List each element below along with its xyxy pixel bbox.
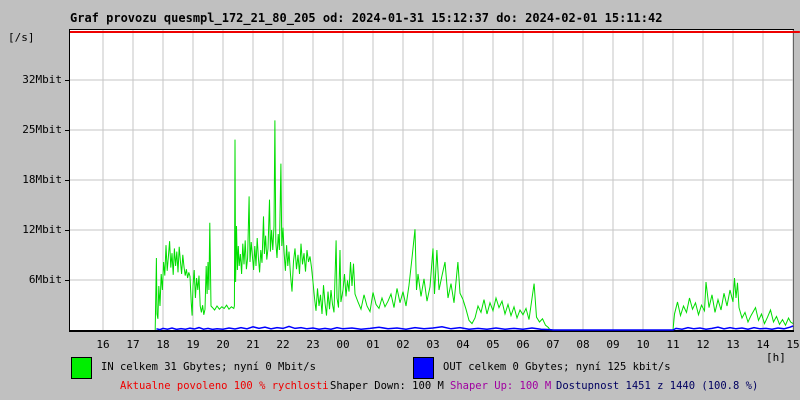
x-axis-label: 11 bbox=[666, 338, 680, 351]
in-legend-swatch bbox=[71, 357, 92, 379]
x-axis-label: 01 bbox=[366, 338, 380, 351]
x-axis-label: 00 bbox=[336, 338, 350, 351]
out-legend-swatch bbox=[413, 357, 434, 379]
x-axis-label: 07 bbox=[546, 338, 560, 351]
y-axis-tick-mark bbox=[65, 80, 70, 81]
x-axis-label: 12 bbox=[696, 338, 710, 351]
x-axis-label: 17 bbox=[126, 338, 140, 351]
y-axis-label: 12Mbit bbox=[22, 223, 62, 236]
y-axis-tick-mark bbox=[65, 130, 70, 131]
x-axis-label: 14 bbox=[756, 338, 770, 351]
x-axis-label: 04 bbox=[456, 338, 470, 351]
in-legend-label: IN celkem 31 Gbytes; nyní 0 Mbit/s bbox=[101, 361, 316, 373]
x-axis-label: 09 bbox=[606, 338, 620, 351]
availability-label: Dostupnost 1451 z 1440 (100.8 %) bbox=[556, 380, 759, 392]
x-axis-label: 03 bbox=[426, 338, 440, 351]
x-axis-label: 16 bbox=[96, 338, 110, 351]
in-series-line bbox=[154, 120, 794, 331]
x-axis-label: 21 bbox=[246, 338, 260, 351]
x-axis-label: 08 bbox=[576, 338, 590, 351]
x-axis-label: 23 bbox=[306, 338, 320, 351]
x-axis-label: 10 bbox=[636, 338, 650, 351]
shaper-down-label: Shaper Down: 100 M bbox=[330, 380, 444, 392]
out-legend-label: OUT celkem 0 Gbytes; nyní 125 kbit/s bbox=[443, 361, 671, 373]
x-axis-label: 22 bbox=[276, 338, 290, 351]
plot-area bbox=[69, 29, 800, 332]
x-axis-label: 02 bbox=[396, 338, 410, 351]
out-series-line bbox=[156, 325, 794, 331]
traffic-chart-svg bbox=[70, 30, 800, 331]
x-axis-label: 13 bbox=[726, 338, 740, 351]
shaper-up-label: Shaper Up: 100 M bbox=[450, 380, 552, 392]
y-axis-tick-mark bbox=[65, 280, 70, 281]
y-axis-unit-label: [/s] bbox=[8, 31, 35, 44]
allowed-speed-label: Aktualne povoleno 100 % rychlosti bbox=[120, 380, 329, 392]
x-axis-label: 15 bbox=[786, 338, 800, 351]
x-axis-label: 19 bbox=[186, 338, 200, 351]
x-axis-label: 05 bbox=[486, 338, 500, 351]
x-axis-label: 20 bbox=[216, 338, 230, 351]
graph-title: Graf provozu quesmpl_172_21_80_205 od: 2… bbox=[70, 11, 663, 25]
x-axis-label: 18 bbox=[156, 338, 170, 351]
y-axis-tick-mark bbox=[65, 230, 70, 231]
y-axis-label: 6Mbit bbox=[28, 273, 62, 286]
x-axis-unit-label: [h] bbox=[766, 351, 786, 364]
grid bbox=[70, 30, 794, 330]
y-axis-label: 18Mbit bbox=[22, 173, 62, 186]
y-axis-label: 25Mbit bbox=[22, 123, 62, 136]
y-axis-tick-mark bbox=[65, 180, 70, 181]
x-axis-label: 06 bbox=[516, 338, 530, 351]
y-axis-label: 32Mbit bbox=[22, 73, 62, 86]
